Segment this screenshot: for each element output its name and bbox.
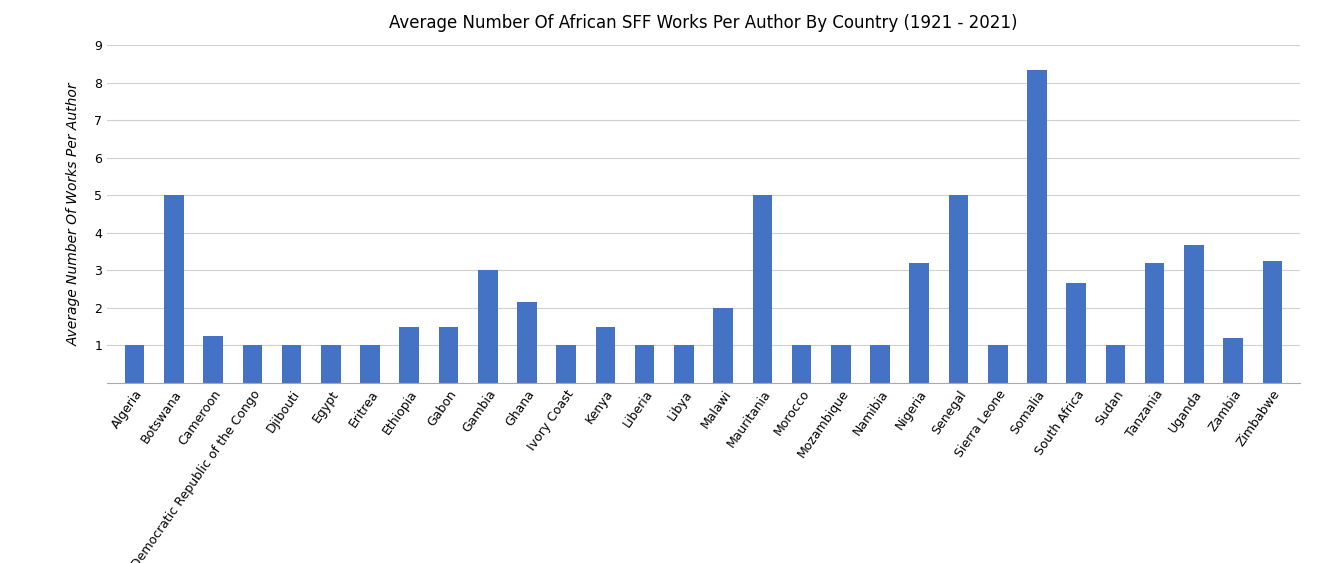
Bar	[478, 270, 497, 383]
Bar	[910, 263, 929, 383]
Bar	[399, 327, 419, 383]
Bar	[674, 345, 694, 383]
Bar	[243, 345, 263, 383]
Bar	[635, 345, 654, 383]
Bar	[1223, 338, 1244, 383]
Bar	[556, 345, 576, 383]
Bar	[595, 327, 615, 383]
Bar	[1144, 263, 1164, 383]
Y-axis label: Average Number Of Works Per Author: Average Number Of Works Per Author	[67, 82, 80, 346]
Bar	[517, 302, 537, 383]
Bar	[1028, 70, 1047, 383]
Bar	[792, 345, 812, 383]
Bar	[949, 195, 969, 383]
Bar	[360, 345, 379, 383]
Bar	[438, 327, 458, 383]
Bar	[831, 345, 851, 383]
Bar	[870, 345, 890, 383]
Bar	[281, 345, 302, 383]
Bar	[1067, 283, 1085, 383]
Title: Average Number Of African SFF Works Per Author By Country (1921 - 2021): Average Number Of African SFF Works Per …	[389, 15, 1018, 33]
Bar	[1106, 345, 1126, 383]
Bar	[713, 308, 733, 383]
Bar	[204, 336, 222, 383]
Bar	[322, 345, 340, 383]
Bar	[1262, 261, 1282, 383]
Bar	[988, 345, 1008, 383]
Bar	[753, 195, 772, 383]
Bar	[125, 345, 145, 383]
Bar	[1185, 245, 1203, 383]
Bar	[163, 195, 184, 383]
